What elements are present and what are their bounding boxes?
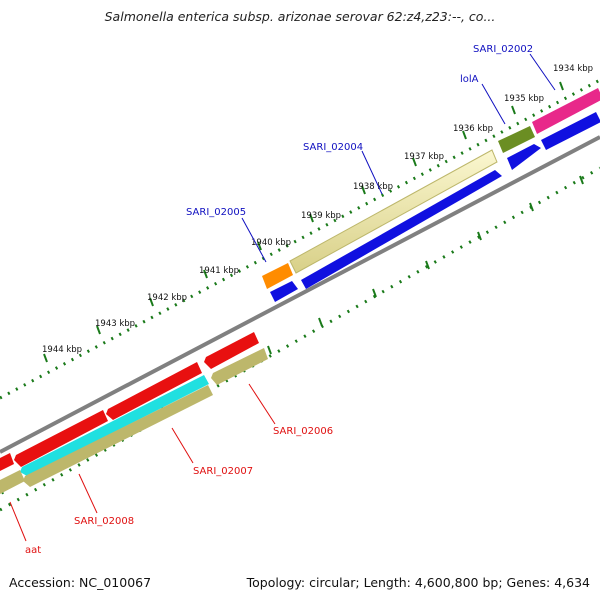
genome-backbone — [0, 135, 600, 454]
gene-red-1[interactable] — [204, 332, 259, 369]
label-sari-02002[interactable]: SARI_02002 — [473, 44, 533, 55]
reverse-gene-labels: SARI_02006 SARI_02007 SARI_02008 aat — [25, 426, 333, 556]
accession-label: Accession: NC_010067 — [9, 575, 152, 590]
gene-sari-02002[interactable] — [532, 88, 600, 134]
major-ticks — [43, 81, 564, 363]
gene-red-3[interactable] — [14, 410, 108, 467]
label-aat[interactable]: aat — [25, 545, 41, 556]
label-sari-02006[interactable]: SARI_02006 — [273, 426, 333, 437]
tick-label-1942: 1942 kbp — [147, 293, 187, 303]
cds-blue-3[interactable] — [301, 170, 502, 289]
inner-tick-ring — [0, 166, 600, 512]
gene-red-4[interactable] — [0, 453, 14, 471]
tick-label-1938: 1938 kbp — [353, 182, 393, 192]
tick-label-1934: 1934 kbp — [553, 64, 593, 74]
tick-label-1937: 1937 kbp — [404, 152, 444, 162]
outer-tick-ring — [0, 78, 600, 400]
gene-sari-02005[interactable] — [262, 263, 293, 289]
gene-red-2[interactable] — [106, 362, 202, 420]
cds-blue-4[interactable] — [270, 281, 298, 302]
label-sari-02007[interactable]: SARI_02007 — [193, 466, 253, 477]
genome-summary: Topology: circular; Length: 4,600,800 bp… — [246, 575, 590, 590]
tick-label-1944: 1944 kbp — [42, 345, 82, 355]
tick-label-1939: 1939 kbp — [301, 211, 341, 221]
cds-blue-2[interactable] — [507, 144, 541, 170]
label-sari-02004[interactable]: SARI_02004 — [303, 142, 363, 153]
forward-gene-labels: SARI_02002 lolA SARI_02004 SARI_02005 — [186, 44, 533, 218]
gene-tan-2[interactable] — [23, 385, 213, 487]
label-lola[interactable]: lolA — [460, 74, 479, 85]
label-leader-lines — [9, 53, 556, 542]
gene-cyan[interactable] — [20, 375, 209, 476]
label-sari-02005[interactable]: SARI_02005 — [186, 207, 246, 218]
map-title: Salmonella enterica subsp. arizonae sero… — [104, 9, 496, 24]
tick-label-1943: 1943 kbp — [95, 319, 135, 329]
tick-label-1941: 1941 kbp — [199, 266, 239, 276]
cds-blue-1[interactable] — [541, 112, 600, 150]
gene-tan-1[interactable] — [211, 348, 268, 385]
gene-sari-02004[interactable] — [289, 149, 498, 274]
tick-labels: 1934 kbp 1935 kbp 1936 kbp 1937 kbp 1938… — [42, 64, 593, 355]
gene-lola[interactable] — [498, 126, 535, 153]
gene-tan-3[interactable] — [0, 470, 25, 494]
label-sari-02008[interactable]: SARI_02008 — [74, 516, 134, 527]
tick-label-1936: 1936 kbp — [453, 124, 493, 134]
tick-label-1940: 1940 kbp — [251, 238, 291, 248]
tick-label-1935: 1935 kbp — [504, 94, 544, 104]
